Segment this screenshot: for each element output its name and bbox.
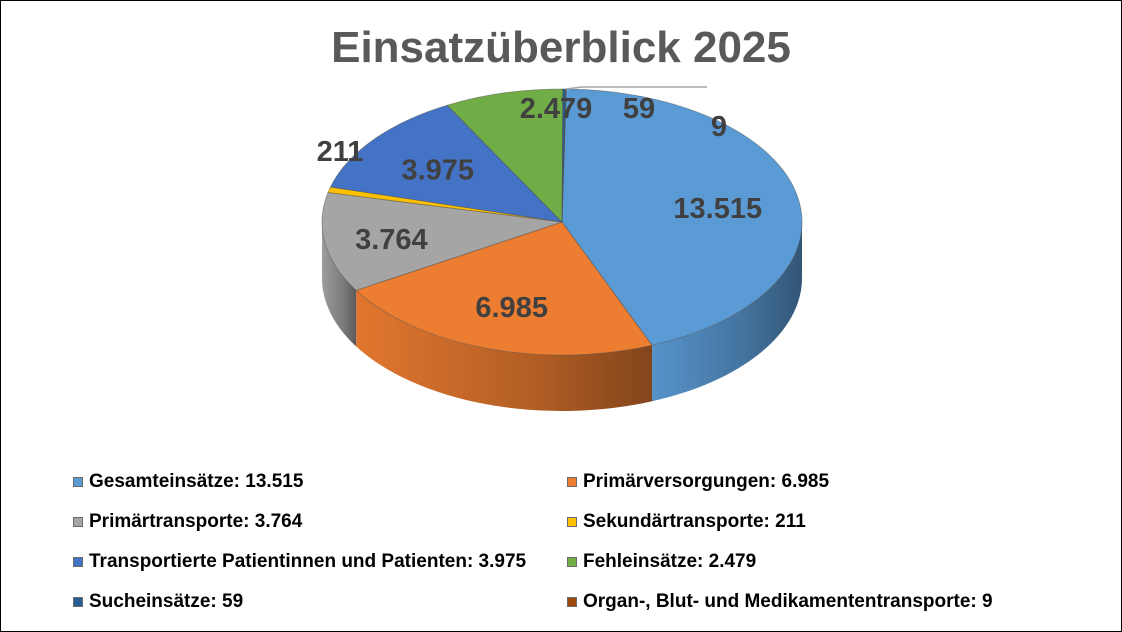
legend-label: Primärtransporte: 3.764 (89, 511, 303, 532)
legend-label: Sucheinsätze: 59 (89, 591, 244, 612)
data-label-211: 211 (317, 136, 364, 168)
pie-slice-3-975 (329, 104, 564, 223)
legend-item-3-764: Primärtransporte: 3.764 (73, 510, 302, 534)
chart-title: Einsatzüberblick 2025 (331, 23, 791, 72)
pie-side-shade-6-985 (356, 290, 653, 412)
pie-leader-lines (565, 86, 707, 90)
legend-item-59: Sucheinsätze: 59 (73, 590, 243, 614)
legend-swatch (73, 557, 83, 567)
pie-slice-3-764 (321, 192, 563, 291)
pie-slice-6-985 (355, 221, 653, 356)
data-label-2-479: 2.479 (520, 93, 593, 125)
pie-slice-13-515 (561, 88, 803, 346)
legend-swatch (567, 517, 577, 527)
legend-item-9: Organ-, Blut- und Medikamententransporte… (567, 590, 993, 614)
legend-label: Fehleinsätze: 2.479 (583, 551, 757, 572)
pie-side-shade-3-764 (322, 222, 357, 347)
legend-label: Sekundärtransporte: 211 (583, 511, 806, 532)
pie-slice-2-479 (446, 88, 564, 223)
legend-swatch (567, 597, 577, 607)
legend-label: Gesamteinsätze: 13.515 (89, 471, 304, 492)
legend-item-6-985: Primärversorgungen: 6.985 (567, 470, 829, 494)
data-label-9: 9 (711, 111, 727, 143)
legend-swatch (73, 477, 83, 487)
pie-sides (322, 222, 802, 412)
legend-label: Primärversorgungen: 6.985 (583, 471, 830, 492)
data-label-6-985: 6.985 (475, 292, 548, 324)
data-label-59: 59 (623, 93, 655, 125)
legend-item-3-975: Transportierte Patientinnen und Patiente… (73, 550, 526, 574)
pie-data-labels: 13.515 6.985 3.764 211 3.975 2.479 59 9 (317, 93, 762, 324)
legend-swatch (567, 477, 577, 487)
pie-side-shade-13-515 (652, 222, 802, 402)
legend-item-13-515: Gesamteinsätze: 13.515 (73, 470, 303, 494)
data-label-3-975: 3.975 (401, 155, 474, 187)
legend-swatch (73, 597, 83, 607)
legend-label: Organ-, Blut- und Medikamententransporte… (583, 591, 993, 612)
data-label-13-515: 13.515 (673, 193, 762, 225)
legend-item-2-479: Fehleinsätze: 2.479 (567, 550, 756, 574)
legend-label: Transportierte Patientinnen und Patiente… (89, 551, 527, 572)
legend-swatch (567, 557, 577, 567)
legend-swatch (73, 517, 83, 527)
pie-top (321, 88, 803, 356)
data-label-3-764: 3.764 (355, 224, 428, 256)
legend-item-211: Sekundärtransporte: 211 (567, 510, 806, 534)
pie-leader-9 (565, 86, 707, 90)
